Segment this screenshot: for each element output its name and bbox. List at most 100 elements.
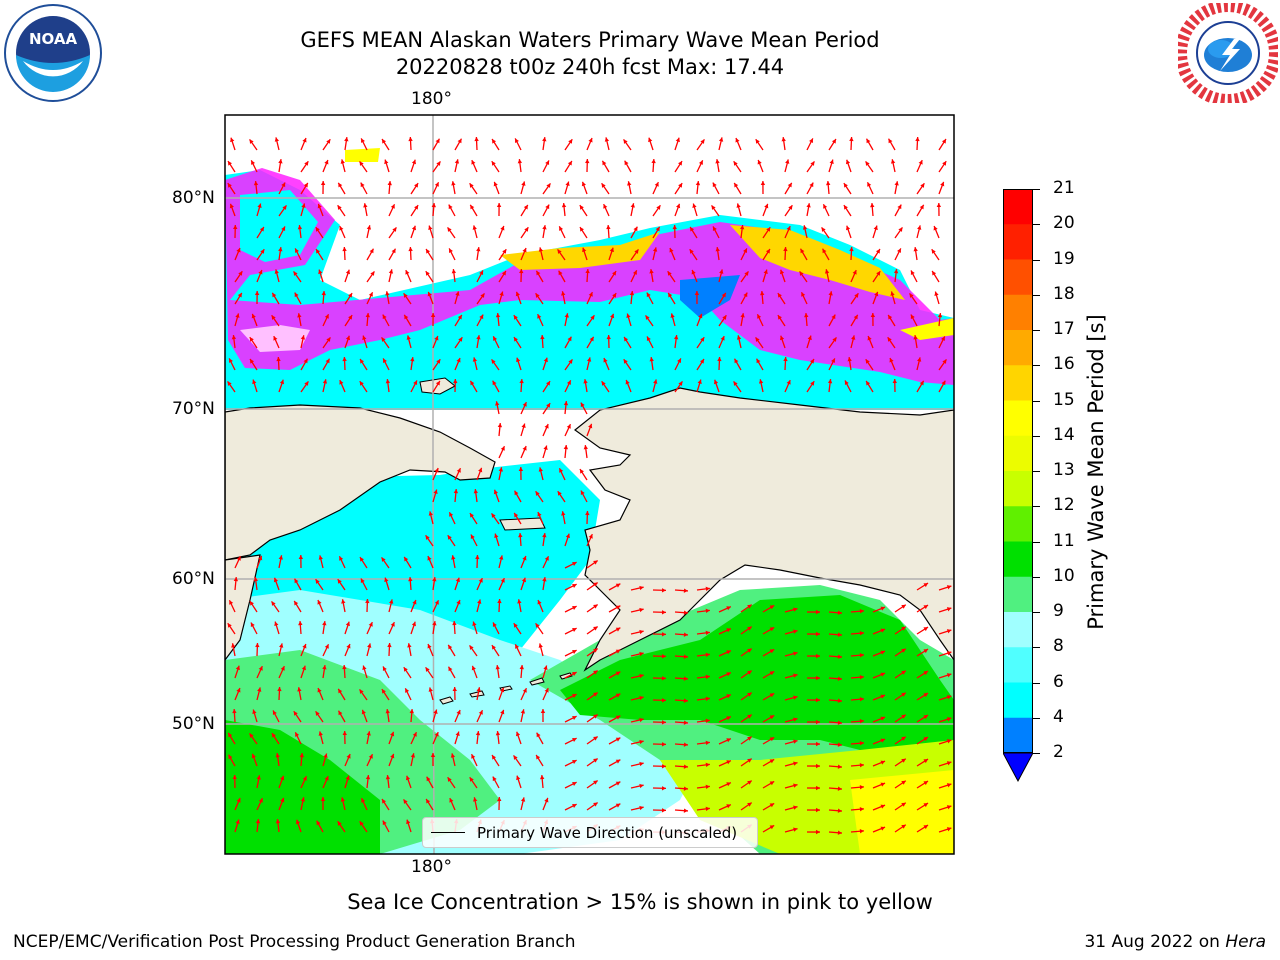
wave-arrow-head bbox=[859, 653, 864, 658]
wave-arrow-head bbox=[326, 139, 331, 144]
colorbar-band bbox=[1003, 717, 1033, 754]
wave-arrow-head bbox=[258, 555, 263, 561]
colorbar-band bbox=[1003, 647, 1033, 683]
wave-arrow-head bbox=[257, 687, 262, 692]
wave-arrow-head bbox=[303, 358, 308, 364]
wave-arrow-head bbox=[712, 226, 717, 232]
wave-arrow-head bbox=[387, 181, 392, 186]
wave-arrow-head bbox=[849, 137, 854, 142]
wave-arrow-head bbox=[315, 227, 320, 232]
wave-arrow-head bbox=[302, 776, 307, 781]
wave-arrow-head bbox=[456, 710, 461, 715]
wave-arrow-head bbox=[572, 584, 577, 588]
wave-arrow-head bbox=[522, 446, 527, 451]
wave-arrow-head bbox=[345, 621, 350, 627]
wave-arrow-head bbox=[880, 782, 886, 787]
wave-arrow-head bbox=[359, 161, 364, 166]
wave-arrow-head bbox=[297, 313, 302, 318]
wave-arrow-head bbox=[572, 716, 577, 720]
wave-arrow-head bbox=[901, 648, 906, 653]
wave-arrow-head bbox=[456, 358, 461, 363]
wave-arrow-head bbox=[452, 621, 457, 626]
wave-arrow-head bbox=[639, 629, 644, 635]
wave-arrow-head bbox=[475, 555, 480, 560]
wave-arrow-head bbox=[661, 808, 666, 813]
wave-arrow-head bbox=[726, 760, 731, 765]
wave-arrow-head bbox=[491, 359, 496, 364]
wave-arrow-head bbox=[368, 754, 373, 759]
wave-arrow-head bbox=[837, 764, 842, 769]
wave-arrow-head bbox=[920, 183, 925, 188]
wave-arrow-head bbox=[809, 138, 814, 143]
wave-arrow-head bbox=[232, 775, 237, 780]
wave-arrow-head bbox=[514, 512, 519, 518]
wave-arrow-head bbox=[405, 775, 411, 781]
wave-arrow-head bbox=[593, 758, 598, 763]
wave-arrow-head bbox=[873, 225, 878, 231]
wave-arrow-head bbox=[434, 468, 439, 473]
wave-arrow-head bbox=[580, 402, 585, 408]
wave-arrow-head bbox=[683, 698, 688, 703]
wave-arrow-head bbox=[303, 182, 308, 188]
wave-arrow-head bbox=[387, 643, 392, 648]
wave-arrow-head bbox=[365, 313, 370, 318]
wave-arrow-head bbox=[757, 314, 762, 319]
wave-arrow-head bbox=[513, 315, 518, 320]
wave-arrow-head bbox=[539, 775, 545, 780]
wave-arrow-head bbox=[633, 226, 638, 232]
wave-arrow-head bbox=[705, 696, 710, 702]
wave-arrow-head bbox=[639, 739, 644, 745]
colorbar-tick-label: 8 bbox=[1053, 636, 1064, 657]
wave-arrow-head bbox=[916, 357, 922, 362]
wave-arrow-head bbox=[734, 358, 739, 364]
colorbar-tick-mark bbox=[1033, 717, 1040, 719]
wave-arrow-head bbox=[236, 687, 241, 693]
wave-arrow-head bbox=[565, 533, 570, 539]
wave-arrow-head bbox=[457, 138, 462, 144]
wave-arrow-head bbox=[456, 599, 461, 605]
wave-arrow-head bbox=[849, 247, 854, 252]
wave-arrow-head bbox=[603, 358, 608, 363]
wave-arrow-head bbox=[781, 137, 786, 142]
wave-arrow-head bbox=[901, 604, 906, 609]
wave-arrow-head bbox=[726, 694, 731, 699]
wave-arrow-head bbox=[615, 803, 621, 808]
wave-arrow-head bbox=[653, 379, 658, 384]
colorbar-tick-mark bbox=[1033, 612, 1040, 613]
wave-arrow-head bbox=[610, 313, 615, 319]
wave-arrow-head bbox=[923, 759, 929, 764]
wave-arrow-head bbox=[870, 313, 876, 318]
wave-arrow-head bbox=[382, 666, 387, 672]
wave-arrow-head bbox=[606, 225, 611, 230]
wave-arrow-head bbox=[810, 381, 815, 386]
wave-arrow-head bbox=[278, 247, 283, 252]
wave-arrow-head bbox=[837, 610, 842, 615]
wave-arrow-head bbox=[522, 248, 527, 253]
wave-arrow-head bbox=[479, 270, 484, 276]
wave-arrow-head bbox=[639, 651, 644, 657]
wave-arrow-head bbox=[655, 226, 660, 232]
wave-arrow-head bbox=[294, 292, 299, 298]
wave-arrow-head bbox=[942, 359, 947, 364]
wave-arrow-head bbox=[471, 665, 476, 671]
footer-host: Hera bbox=[1225, 932, 1266, 952]
wave-arrow-head bbox=[786, 380, 791, 385]
colorbar-tick-label: 2 bbox=[1053, 742, 1064, 762]
wave-arrow-head bbox=[497, 423, 503, 428]
wave-arrow-head bbox=[536, 732, 541, 738]
wave-arrow-head bbox=[318, 269, 323, 275]
wave-arrow-head bbox=[273, 336, 278, 341]
wave-arrow-head bbox=[837, 830, 842, 835]
wave-arrow-head bbox=[726, 804, 731, 809]
wave-arrow-head bbox=[513, 755, 518, 760]
wave-arrow-head bbox=[471, 160, 476, 165]
colorbar-tick-label: 6 bbox=[1053, 671, 1064, 692]
wave-arrow-head bbox=[479, 314, 484, 320]
wave-arrow-head bbox=[901, 736, 906, 741]
wave-arrow-head bbox=[280, 797, 285, 803]
wave-arrow-head bbox=[837, 676, 842, 681]
wave-arrow-head bbox=[918, 160, 923, 165]
wave-arrow-head bbox=[769, 693, 775, 698]
wave-arrow-head bbox=[946, 629, 952, 634]
